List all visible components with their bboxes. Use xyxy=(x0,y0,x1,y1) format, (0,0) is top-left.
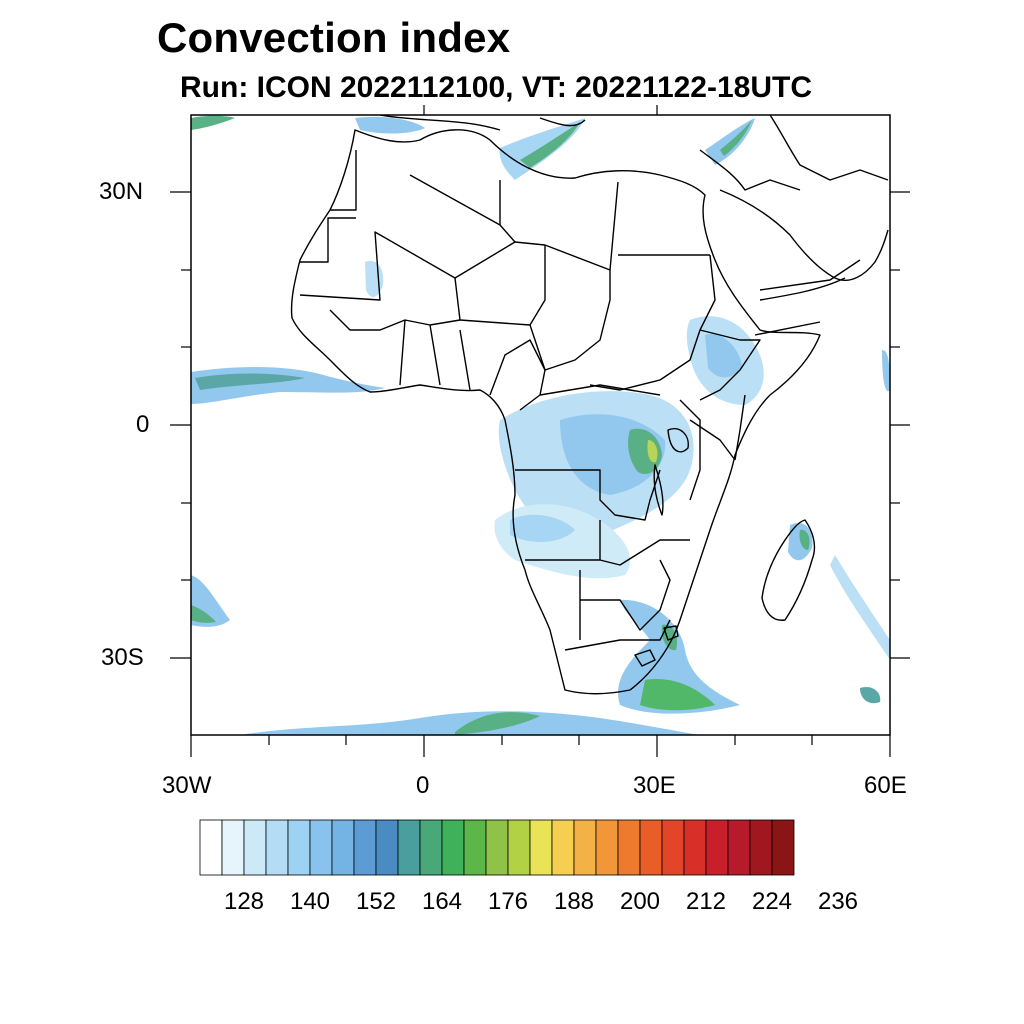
lon-label-30e: 30E xyxy=(633,772,676,799)
colorbar-swatch xyxy=(199,819,223,876)
colorbar-swatch xyxy=(353,819,377,876)
colorbar-swatch xyxy=(551,819,575,876)
colorbar-swatch xyxy=(221,819,245,876)
border-mauritania-mali xyxy=(299,231,546,301)
lat-label-30s: 30S xyxy=(101,644,144,671)
convection-area-east-edge xyxy=(882,350,890,392)
map-title: Convection index xyxy=(157,14,511,61)
border-kenya-somalia xyxy=(734,394,746,461)
colorbar-swatch xyxy=(441,819,465,876)
colorbar-swatch xyxy=(705,819,729,876)
arabian-peninsula xyxy=(719,189,889,336)
convection-area-central-med-core xyxy=(520,122,580,168)
madagascar-coast xyxy=(761,519,816,621)
border-sudan-ethiopia xyxy=(589,254,716,391)
convection-area-indian-ocean xyxy=(830,555,890,660)
colorbar-swatch xyxy=(287,819,311,876)
lat-label-0: 0 xyxy=(136,411,150,438)
colorbar-label: 128 xyxy=(223,888,265,915)
colorbar-label: 152 xyxy=(355,888,397,915)
colorbar-swatch xyxy=(573,819,597,876)
border-east-africa xyxy=(679,399,736,501)
border-nigeria-cameroon xyxy=(489,339,546,411)
colorbar-swatch xyxy=(331,819,355,876)
africa-coastline xyxy=(290,129,821,695)
convection-area-ethiopia-inner xyxy=(705,334,742,378)
convection-area-east-med xyxy=(705,118,755,165)
border-saudi-yemen xyxy=(759,259,861,291)
colorbar-label: 236 xyxy=(817,888,859,915)
colorbar-swatch xyxy=(397,819,421,876)
border-west-africa xyxy=(329,309,471,391)
border-middle-east xyxy=(769,115,889,181)
colorbar-swatch xyxy=(727,819,751,876)
coastlines-borders xyxy=(290,115,889,695)
colorbar-label: 212 xyxy=(685,888,727,915)
border-libya-egypt xyxy=(499,180,619,271)
colorbar-swatch xyxy=(463,819,487,876)
colorbar-swatch xyxy=(485,819,509,876)
lat-label-30n: 30N xyxy=(99,178,144,205)
convection-area-lake-core xyxy=(628,428,662,475)
colorbar-swatch xyxy=(243,819,267,876)
colorbar-swatch xyxy=(375,819,399,876)
border-chad-sudan xyxy=(529,270,611,371)
colorbar-label: 224 xyxy=(751,888,793,915)
border-car-drc xyxy=(539,384,661,396)
convection-area-madagascar-core xyxy=(799,529,810,550)
colorbar-swatch xyxy=(507,819,531,876)
convection-area-gulf-guinea-core xyxy=(195,373,305,390)
border-drc-south xyxy=(515,469,661,521)
colorbar-label: 176 xyxy=(487,888,529,915)
lake-tanganyika xyxy=(653,464,664,516)
colorbar-label: 200 xyxy=(619,888,661,915)
convection-area-mediterranean xyxy=(355,116,425,134)
colorbar-swatch xyxy=(595,819,619,876)
border-namibia-botswana xyxy=(579,559,671,640)
border-morocco xyxy=(330,150,357,211)
border-chad-niger xyxy=(454,245,546,326)
map-ticks xyxy=(170,105,910,757)
mediterranean-north xyxy=(379,115,801,191)
lesotho xyxy=(634,649,656,667)
colorbar-swatch xyxy=(683,819,707,876)
colorbar-swatch xyxy=(309,819,333,876)
lon-label-60e: 60E xyxy=(864,772,907,799)
colorbar xyxy=(199,819,795,876)
convection-area-south-africa-core xyxy=(640,679,715,711)
convection-area-east-med-core xyxy=(720,120,752,156)
convection-area-northwest xyxy=(191,115,235,130)
convection-area-angola-inner xyxy=(510,514,575,542)
colorbar-swatch xyxy=(639,819,663,876)
map-subtitle: Run: ICON 2022112100, VT: 20221122-18UTC xyxy=(180,71,813,104)
colorbar-swatch xyxy=(617,819,641,876)
convection-area-sahara-streak xyxy=(365,260,384,297)
colorbar-label: 140 xyxy=(289,888,331,915)
convection-area-southern-ocean-core xyxy=(455,712,540,735)
colorbar-label: 164 xyxy=(421,888,463,915)
colorbar-swatch xyxy=(265,819,289,876)
border-angola-zambia xyxy=(525,520,690,566)
convection-field xyxy=(191,115,890,735)
lake-victoria xyxy=(667,428,689,453)
border-western-sahara xyxy=(300,217,356,263)
colorbar-swatch xyxy=(749,819,773,876)
lon-label-0: 0 xyxy=(416,772,430,799)
colorbar-swatch xyxy=(771,819,795,876)
colorbar-swatch xyxy=(661,819,685,876)
eswatini xyxy=(663,625,679,641)
border-algeria-libya xyxy=(409,174,516,243)
colorbar-label: 188 xyxy=(553,888,595,915)
convection-area-indian-ocean-swirl xyxy=(860,686,881,704)
lon-label-30w: 30W xyxy=(162,772,212,799)
convection-area-south-atlantic-core xyxy=(191,605,216,623)
convection-area-lake-peak xyxy=(647,440,658,463)
colorbar-swatch xyxy=(529,819,553,876)
border-horn xyxy=(699,329,761,401)
colorbar-swatch xyxy=(419,819,443,876)
